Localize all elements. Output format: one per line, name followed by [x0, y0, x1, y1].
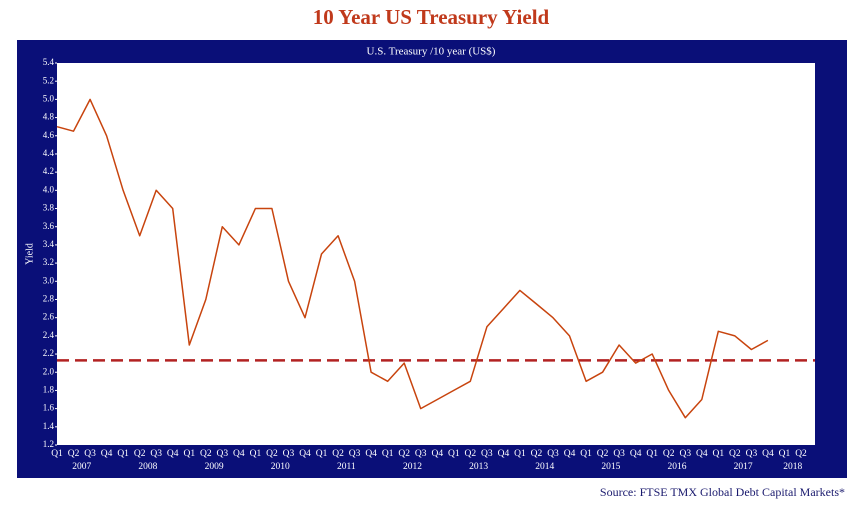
- x-tick-label: Q1: [646, 449, 658, 459]
- y-tick-label: 5.4: [43, 57, 55, 67]
- year-label: 2007: [72, 462, 91, 472]
- y-tick-label: 1.8: [43, 384, 55, 394]
- y-tick-label: 2.0: [43, 366, 55, 376]
- x-tick-label: Q3: [150, 449, 162, 459]
- x-tick-label: Q2: [68, 449, 80, 459]
- year-label: 2014: [535, 462, 554, 472]
- x-tick-label: Q2: [465, 449, 477, 459]
- y-tick-label: 2.6: [43, 312, 55, 322]
- y-tick-label: 4.4: [43, 148, 55, 158]
- x-tick-label: Q4: [696, 449, 708, 459]
- x-tick-label: Q1: [514, 449, 526, 459]
- x-tick-label: Q2: [729, 449, 741, 459]
- year-label: 2016: [668, 462, 687, 472]
- x-tick-label: Q2: [332, 449, 344, 459]
- y-tick-label: 3.2: [43, 257, 54, 267]
- plot-area: [57, 63, 815, 445]
- year-label: 2011: [337, 462, 356, 472]
- x-tick-label: Q4: [101, 449, 113, 459]
- x-tick-label: Q4: [762, 449, 774, 459]
- x-tick-label: Q1: [117, 449, 129, 459]
- yield-line: [56, 98, 769, 419]
- x-tick-label: Q2: [134, 449, 146, 459]
- year-label: 2017: [734, 462, 753, 472]
- y-tick-label: 4.2: [43, 166, 54, 176]
- x-tick-label: Q3: [613, 449, 625, 459]
- year-label: 2015: [601, 462, 620, 472]
- x-tick-label: Q3: [746, 449, 758, 459]
- year-label: 2008: [138, 462, 157, 472]
- y-axis-label: Yield: [24, 243, 35, 265]
- year-label: 2018: [783, 462, 802, 472]
- source: Source: FTSE TMX Global Debt Capital Mar…: [600, 485, 845, 499]
- x-tick-label: Q3: [349, 449, 361, 459]
- year-label: 2010: [271, 462, 290, 472]
- y-tick-label: 4.0: [43, 184, 55, 194]
- x-tick-label: Q1: [713, 449, 725, 459]
- x-tick-label: Q2: [597, 449, 609, 459]
- y-tick-label: 1.2: [43, 439, 54, 449]
- x-tick-label: Q3: [84, 449, 96, 459]
- y-tick-label: 4.6: [43, 130, 55, 140]
- x-tick-label: Q1: [779, 449, 791, 459]
- x-tick-label: Q2: [531, 449, 543, 459]
- y-tick-label: 2.4: [43, 330, 55, 340]
- y-tick-label: 1.6: [43, 403, 55, 413]
- y-tick-label: 4.8: [43, 112, 55, 122]
- x-tick-label: Q1: [51, 449, 63, 459]
- y-tick-label: 1.4: [43, 421, 55, 431]
- y-tick-label: 3.0: [43, 275, 55, 285]
- y-tick-label: 2.8: [43, 294, 55, 304]
- y-tick-label: 3.6: [43, 221, 55, 231]
- chart-subtitle: U.S. Treasury /10 year (US$): [367, 46, 496, 58]
- y-tick-label: 5.2: [43, 75, 54, 85]
- x-tick-label: Q3: [415, 449, 427, 459]
- x-tick-label: Q4: [233, 449, 245, 459]
- x-tick-label: Q4: [299, 449, 311, 459]
- x-tick-label: Q3: [217, 449, 229, 459]
- x-tick-label: Q2: [200, 449, 212, 459]
- x-tick-label: Q1: [183, 449, 195, 459]
- year-label: 2012: [403, 462, 422, 472]
- x-tick-label: Q4: [498, 449, 510, 459]
- x-tick-label: Q3: [679, 449, 691, 459]
- y-tick-label: 2.2: [43, 348, 54, 358]
- x-tick-label: Q3: [481, 449, 493, 459]
- x-tick-label: Q4: [564, 449, 576, 459]
- x-tick-label: Q4: [365, 449, 377, 459]
- x-tick-label: Q1: [316, 449, 328, 459]
- x-tick-label: Q4: [431, 449, 443, 459]
- chart-title: 10 Year US Treasury Yield: [313, 5, 550, 29]
- x-tick-label: Q1: [382, 449, 394, 459]
- x-tick-label: Q2: [795, 449, 807, 459]
- y-tick-label: 3.8: [43, 203, 55, 213]
- y-tick-label: 3.4: [43, 239, 55, 249]
- year-label: 2009: [205, 462, 224, 472]
- x-tick-label: Q1: [250, 449, 262, 459]
- x-tick-label: Q2: [398, 449, 410, 459]
- x-tick-label: Q2: [663, 449, 675, 459]
- x-tick-label: Q1: [448, 449, 460, 459]
- x-tick-label: Q1: [580, 449, 592, 459]
- x-tick-label: Q3: [283, 449, 295, 459]
- x-tick-label: Q3: [547, 449, 559, 459]
- year-label: 2013: [469, 462, 488, 472]
- x-tick-label: Q4: [630, 449, 642, 459]
- y-tick-label: 5.0: [43, 93, 55, 103]
- x-tick-label: Q4: [167, 449, 179, 459]
- x-tick-label: Q2: [266, 449, 278, 459]
